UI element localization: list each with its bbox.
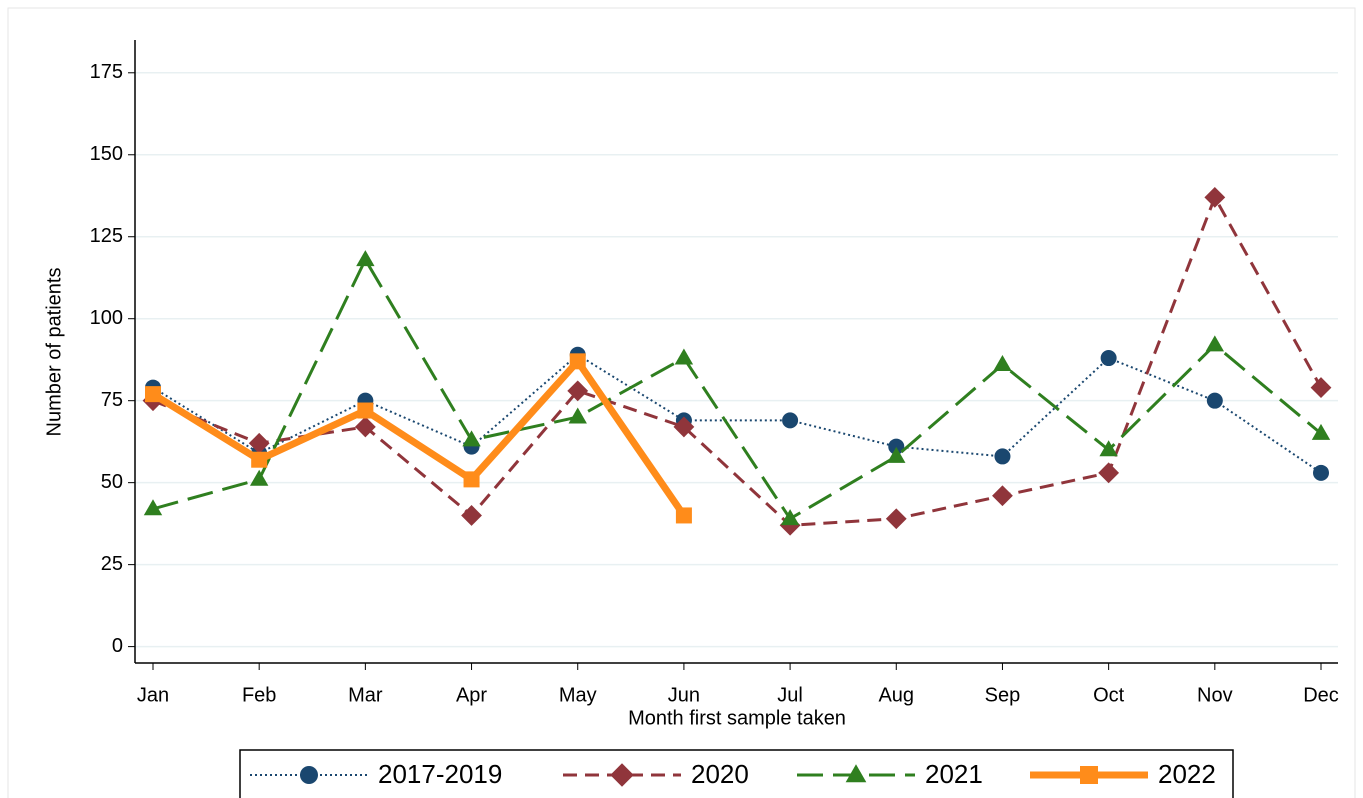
x-tick-label: Oct bbox=[1093, 684, 1125, 706]
legend-label: 2021 bbox=[925, 759, 983, 789]
x-tick-label: Aug bbox=[878, 684, 914, 706]
marker bbox=[780, 509, 800, 526]
marker bbox=[463, 471, 480, 488]
marker bbox=[1098, 462, 1120, 484]
marker bbox=[887, 446, 906, 463]
x-tick-label: Apr bbox=[456, 684, 487, 706]
y-tick-label: 75 bbox=[101, 389, 123, 411]
series-line bbox=[152, 353, 1322, 474]
marker bbox=[356, 250, 375, 267]
y-tick-label: 0 bbox=[112, 635, 123, 657]
marker bbox=[462, 430, 481, 447]
marker bbox=[1205, 335, 1225, 352]
legend-label: 2017-2019 bbox=[378, 759, 502, 789]
marker bbox=[569, 353, 586, 370]
legend-label: 2022 bbox=[1158, 759, 1216, 789]
y-tick-label: 125 bbox=[90, 225, 123, 247]
marker bbox=[674, 348, 694, 365]
figure-frame bbox=[7, 7, 1356, 798]
marker bbox=[1204, 186, 1226, 208]
x-tick-label: Jul bbox=[777, 684, 803, 706]
marker bbox=[357, 402, 374, 419]
marker bbox=[673, 416, 695, 438]
marker bbox=[143, 499, 163, 516]
marker bbox=[1311, 423, 1331, 440]
y-tick-label: 25 bbox=[101, 553, 123, 575]
marker bbox=[610, 763, 634, 787]
marker bbox=[354, 416, 376, 438]
marker bbox=[461, 505, 482, 526]
y-tick-label: 100 bbox=[90, 307, 123, 329]
marker bbox=[1310, 377, 1332, 398]
x-tick-label: Feb bbox=[242, 684, 276, 706]
marker bbox=[845, 764, 867, 783]
marker bbox=[248, 432, 270, 454]
series-line bbox=[151, 357, 687, 518]
marker bbox=[1313, 464, 1329, 481]
marker bbox=[300, 766, 318, 784]
marker bbox=[885, 508, 907, 530]
marker bbox=[1100, 350, 1117, 367]
y-axis-title: Number of patients bbox=[43, 268, 65, 437]
y-tick-label: 150 bbox=[90, 143, 123, 165]
marker bbox=[145, 386, 161, 403]
y-tick-label: 50 bbox=[101, 471, 123, 493]
series-line bbox=[152, 195, 1323, 527]
series-line bbox=[152, 258, 1322, 521]
marker bbox=[888, 438, 905, 455]
marker bbox=[249, 469, 269, 486]
marker bbox=[568, 407, 587, 424]
marker bbox=[567, 380, 589, 402]
x-tick-label: May bbox=[559, 684, 597, 706]
marker bbox=[992, 485, 1013, 507]
x-tick-label: Nov bbox=[1197, 684, 1233, 706]
x-axis-title: Month first sample taken bbox=[628, 707, 846, 729]
marker bbox=[251, 451, 268, 468]
x-tick-label: Jun bbox=[668, 684, 700, 706]
legend-label: 2020 bbox=[691, 759, 749, 789]
marker bbox=[993, 355, 1012, 372]
y-tick-label: 175 bbox=[90, 61, 123, 83]
marker bbox=[1099, 440, 1118, 457]
x-tick-label: Sep bbox=[985, 684, 1021, 706]
x-tick-label: Mar bbox=[348, 684, 383, 706]
marker bbox=[1080, 766, 1098, 784]
marker bbox=[994, 448, 1011, 465]
x-tick-label: Jan bbox=[137, 684, 169, 706]
marker bbox=[675, 507, 692, 524]
marker bbox=[1206, 392, 1223, 409]
x-tick-label: Dec bbox=[1303, 684, 1339, 706]
marker bbox=[782, 412, 799, 429]
